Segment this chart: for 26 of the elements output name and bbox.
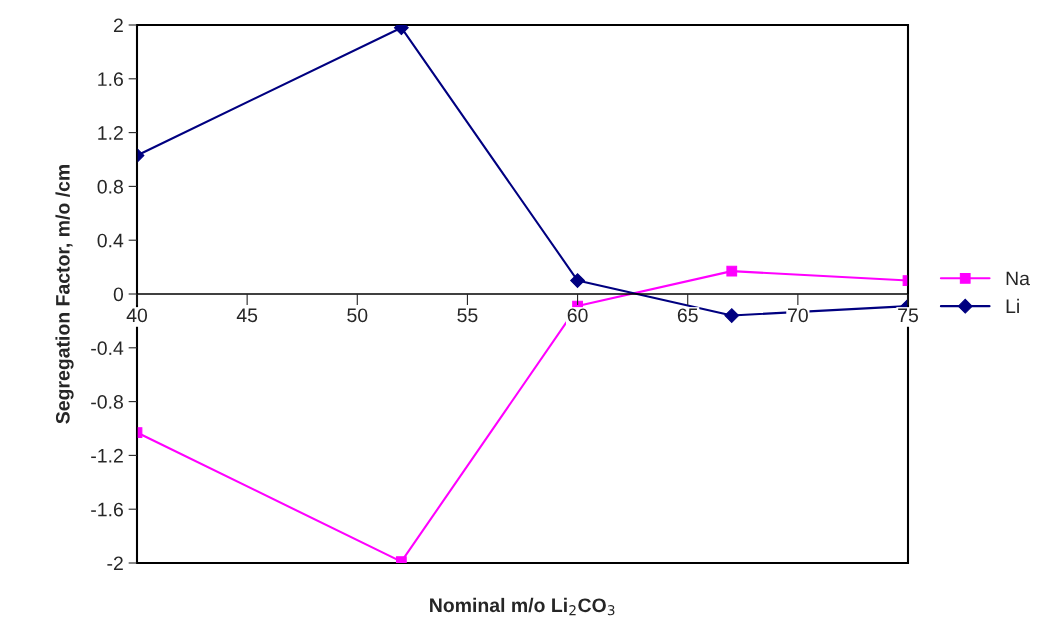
y-axis-title: Segregation Factor, m/o /cm xyxy=(55,165,74,424)
x-tick-label: 45 xyxy=(236,308,258,323)
y-tick-label: -0.4 xyxy=(91,341,124,356)
y-tick-label: 1.2 xyxy=(98,126,123,140)
y-tick-label: 0.8 xyxy=(97,179,123,194)
y-tick-label: 0 xyxy=(113,287,124,302)
legend-label: Na xyxy=(1006,271,1030,286)
x-tick-label: 60 xyxy=(567,308,588,323)
y-tick-label: 0.4 xyxy=(97,233,124,248)
point xyxy=(570,273,585,288)
x-tick-label: 55 xyxy=(457,308,478,323)
y-tick-label: 1.6 xyxy=(98,72,123,87)
point xyxy=(724,308,740,323)
y-tick-label: -0.8 xyxy=(91,395,123,409)
legend-label: Li xyxy=(1006,298,1019,313)
y-tick-label: -1.2 xyxy=(91,448,123,463)
x-tick-label: 50 xyxy=(347,308,368,323)
y-tick-label: 2 xyxy=(113,18,123,33)
x-tick-label: 75 xyxy=(898,308,918,323)
y-tick-label: -1.6 xyxy=(91,502,123,517)
x-axis-title: Nominal m/o Li$_{2}$CO$_{3}$ xyxy=(430,597,615,616)
x-tick-label: 65 xyxy=(677,308,698,323)
y-tick-label: -2 xyxy=(107,556,123,571)
x-tick-label: 40 xyxy=(126,308,148,323)
point xyxy=(726,265,738,277)
x-tick-label: 70 xyxy=(788,308,808,323)
